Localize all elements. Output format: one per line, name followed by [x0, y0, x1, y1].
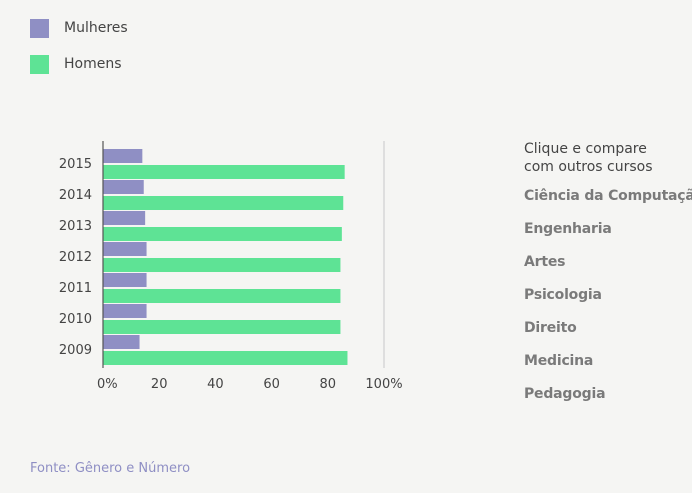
bar-homens-2009 — [103, 351, 348, 365]
bar-mulheres-2015 — [103, 149, 143, 163]
x-tick-label-20: 20 — [151, 377, 168, 392]
y-tick-label-2012: 2012 — [59, 250, 92, 265]
bar-mulheres-2012 — [103, 242, 147, 256]
x-tick-label-80: 80 — [320, 377, 337, 392]
legend-item-homens[interactable]: Homens — [30, 54, 128, 74]
legend-swatch-mulheres — [30, 18, 49, 38]
source-note: Fonte: Gênero e Número — [30, 461, 191, 476]
legend-swatch-homens — [30, 54, 49, 74]
course-link-direito[interactable]: Direito — [524, 320, 577, 336]
y-tick-label-2011: 2011 — [59, 281, 92, 296]
y-tick-label-2010: 2010 — [59, 312, 92, 327]
x-tick-label-100: 100% — [365, 377, 402, 392]
course-link-artes[interactable]: Artes — [524, 254, 566, 270]
course-selector-title: Clique e compare com outros cursos — [524, 140, 692, 176]
bar-homens-2015 — [103, 165, 345, 179]
bar-homens-2011 — [103, 289, 341, 303]
bar-homens-2010 — [103, 320, 341, 334]
bar-mulheres-2010 — [103, 304, 147, 318]
course-link-engenharia[interactable]: Engenharia — [524, 221, 612, 237]
bar-mulheres-2014 — [103, 180, 144, 194]
x-tick-label-60: 60 — [263, 377, 280, 392]
bar-homens-2014 — [103, 196, 344, 210]
course-selector-title-line1: Clique e compare — [524, 141, 647, 157]
course-link-ciencia-da-computacao[interactable]: Ciência da Computação — [524, 188, 692, 204]
chart-legend: Mulheres Homens — [30, 18, 128, 90]
bar-mulheres-2013 — [103, 211, 146, 225]
course-link-psicologia[interactable]: Psicologia — [524, 287, 602, 303]
bar-mulheres-2009 — [103, 335, 140, 349]
course-link-medicina[interactable]: Medicina — [524, 353, 594, 369]
legend-label-homens: Homens — [64, 56, 122, 72]
course-link-pedagogia[interactable]: Pedagogia — [524, 386, 606, 402]
bar-mulheres-2011 — [103, 273, 147, 287]
y-tick-label-2009: 2009 — [59, 343, 92, 358]
y-tick-label-2015: 2015 — [59, 157, 92, 172]
x-tick-label-0: 0% — [97, 377, 118, 392]
bar-homens-2012 — [103, 258, 341, 272]
course-selector: Clique e compare com outros cursos Ciênc… — [524, 140, 692, 419]
bar-homens-2013 — [103, 227, 342, 241]
y-tick-label-2013: 2013 — [59, 219, 92, 234]
legend-label-mulheres: Mulheres — [64, 20, 128, 36]
y-tick-label-2014: 2014 — [59, 188, 92, 203]
x-tick-label-40: 40 — [207, 377, 224, 392]
legend-item-mulheres[interactable]: Mulheres — [30, 18, 128, 38]
course-selector-title-line2: com outros cursos — [524, 159, 653, 175]
